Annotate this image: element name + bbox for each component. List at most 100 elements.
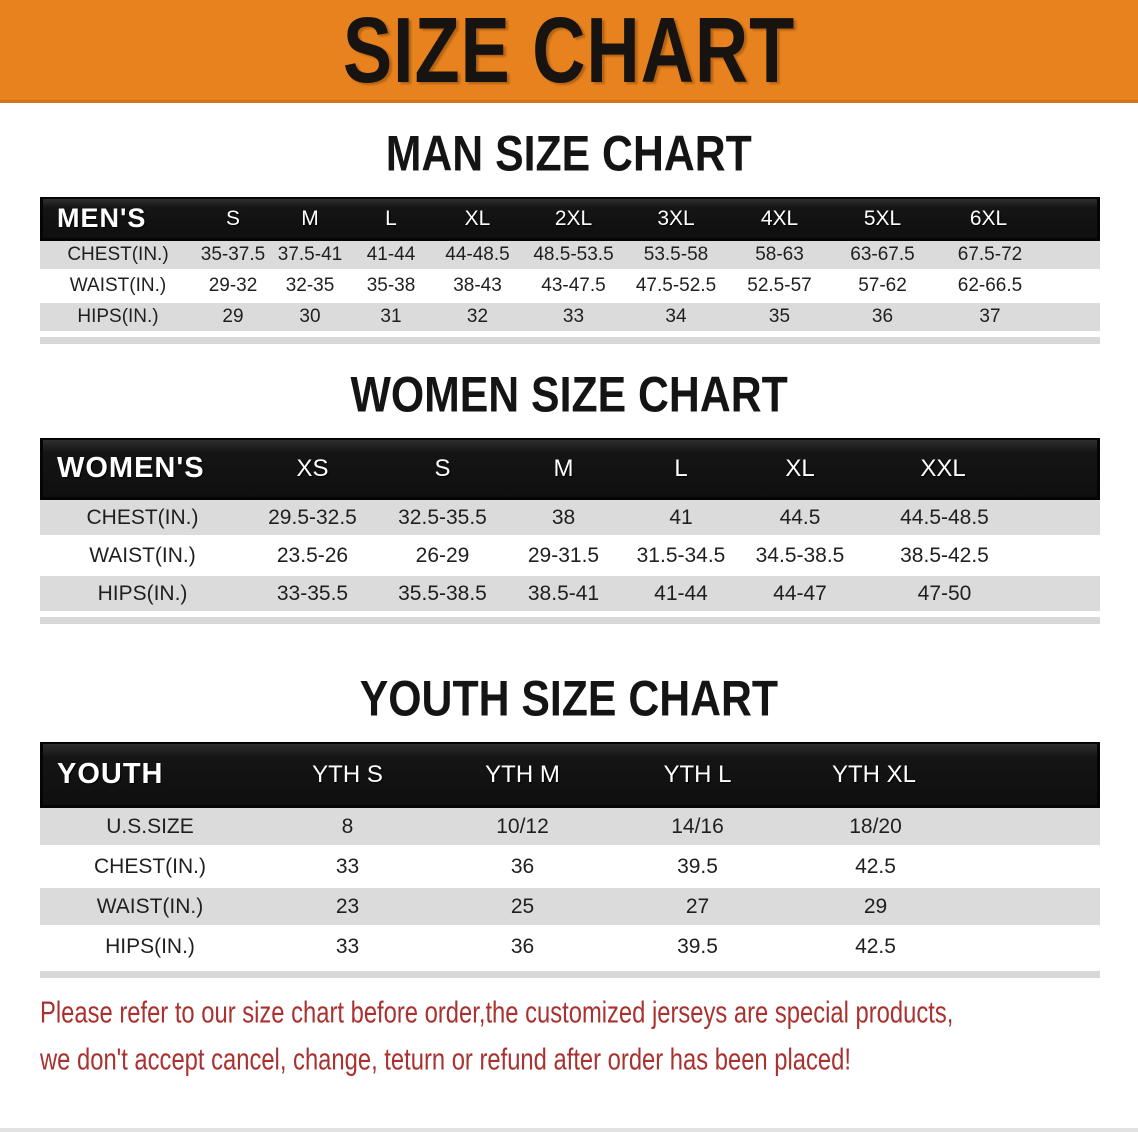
size-cell: 31 bbox=[350, 303, 432, 334]
size-cell: 37 bbox=[934, 303, 1100, 334]
size-cell: 58-63 bbox=[728, 241, 831, 272]
size-cell: 14/16 bbox=[610, 808, 785, 848]
table-row: WAIST(IN.) 23.5-26 26-29 29-31.5 31.5-34… bbox=[40, 538, 1100, 576]
size-cell: 57-62 bbox=[831, 272, 934, 303]
size-cell: 41-44 bbox=[350, 241, 432, 272]
size-cell: 34 bbox=[624, 303, 728, 334]
size-cell: 41 bbox=[622, 500, 740, 538]
size-cell: 32.5-35.5 bbox=[380, 500, 505, 538]
disclaimer: Please refer to our size chart before or… bbox=[40, 992, 1138, 1086]
youth-header-row: YOUTH YTH S YTH M YTH L YTH XL bbox=[40, 742, 1100, 808]
row-label: HIPS(IN.) bbox=[40, 576, 245, 614]
youth-heading: YOUTH SIZE CHART bbox=[0, 669, 1138, 727]
table-row: HIPS(IN.) 29 30 31 32 33 34 35 36 37 bbox=[40, 303, 1100, 334]
size-col-header: M bbox=[505, 438, 622, 500]
size-cell: 35-37.5 bbox=[196, 241, 270, 272]
size-col-header: XXL bbox=[860, 438, 1100, 500]
size-col-header: XS bbox=[245, 438, 380, 500]
youth-section: YOUTH SIZE CHART YOUTH YTH S YTH M YTH L… bbox=[0, 669, 1138, 978]
table-bottom-bar bbox=[40, 617, 1100, 624]
size-cell: 23 bbox=[260, 888, 435, 928]
women-heading-text: WOMEN SIZE CHART bbox=[350, 365, 788, 423]
women-section: WOMEN SIZE CHART WOMEN'S XS S M L XL XXL bbox=[0, 365, 1138, 624]
size-cell: 35-38 bbox=[350, 272, 432, 303]
size-col-header: 4XL bbox=[728, 197, 831, 241]
row-label: WAIST(IN.) bbox=[40, 888, 260, 928]
men-size-table: MEN'S S M L XL 2XL 3XL 4XL 5XL 6XL CHEST… bbox=[40, 197, 1100, 334]
size-cell: 8 bbox=[260, 808, 435, 848]
row-label: HIPS(IN.) bbox=[40, 928, 260, 968]
size-cell: 25 bbox=[435, 888, 610, 928]
page-bottom-edge bbox=[0, 1128, 1138, 1132]
men-heading-text: MAN SIZE CHART bbox=[385, 124, 752, 182]
size-cell: 36 bbox=[435, 848, 610, 888]
size-cell: 39.5 bbox=[610, 928, 785, 968]
size-cell: 30 bbox=[270, 303, 350, 334]
size-cell: 35.5-38.5 bbox=[380, 576, 505, 614]
size-col-header: 2XL bbox=[523, 197, 624, 241]
row-label: WAIST(IN.) bbox=[40, 272, 196, 303]
row-label: U.S.SIZE bbox=[40, 808, 260, 848]
row-label: CHEST(IN.) bbox=[40, 500, 245, 538]
row-label: HIPS(IN.) bbox=[40, 303, 196, 334]
youth-heading-text: YOUTH SIZE CHART bbox=[359, 669, 779, 727]
disclaimer-line-1: Please refer to our size chart before or… bbox=[40, 996, 954, 1030]
row-label: WAIST(IN.) bbox=[40, 538, 245, 576]
table-bottom-bar bbox=[40, 971, 1100, 978]
size-col-header: S bbox=[380, 438, 505, 500]
size-cell: 32 bbox=[432, 303, 523, 334]
size-cell: 47-50 bbox=[860, 576, 1100, 614]
size-cell: 33-35.5 bbox=[245, 576, 380, 614]
women-header-row: WOMEN'S XS S M L XL XXL bbox=[40, 438, 1100, 500]
table-row: WAIST(IN.) 29-32 32-35 35-38 38-43 43-47… bbox=[40, 272, 1100, 303]
size-cell: 44-48.5 bbox=[432, 241, 523, 272]
table-row: CHEST(IN.) 33 36 39.5 42.5 bbox=[40, 848, 1100, 888]
size-cell: 36 bbox=[435, 928, 610, 968]
banner-title: SIZE CHART bbox=[342, 0, 796, 102]
size-cell: 29 bbox=[196, 303, 270, 334]
table-row: U.S.SIZE 8 10/12 14/16 18/20 bbox=[40, 808, 1100, 848]
women-table-label: WOMEN'S bbox=[40, 438, 245, 500]
women-heading: WOMEN SIZE CHART bbox=[0, 365, 1138, 423]
size-col-header: YTH S bbox=[260, 742, 435, 808]
size-cell: 38.5-42.5 bbox=[860, 538, 1100, 576]
size-col-header: L bbox=[350, 197, 432, 241]
size-cell: 42.5 bbox=[785, 928, 1100, 968]
size-col-header: XL bbox=[432, 197, 523, 241]
table-row: WAIST(IN.) 23 25 27 29 bbox=[40, 888, 1100, 928]
size-cell: 29.5-32.5 bbox=[245, 500, 380, 538]
size-cell: 44.5 bbox=[740, 500, 860, 538]
table-bottom-bar bbox=[40, 337, 1100, 344]
size-cell: 47.5-52.5 bbox=[624, 272, 728, 303]
size-cell: 44.5-48.5 bbox=[860, 500, 1100, 538]
size-cell: 52.5-57 bbox=[728, 272, 831, 303]
size-col-header: S bbox=[196, 197, 270, 241]
size-col-header: YTH M bbox=[435, 742, 610, 808]
men-table-label: MEN'S bbox=[40, 197, 196, 241]
size-col-header: YTH XL bbox=[785, 742, 1100, 808]
size-cell: 35 bbox=[728, 303, 831, 334]
size-cell: 63-67.5 bbox=[831, 241, 934, 272]
size-cell: 27 bbox=[610, 888, 785, 928]
size-cell: 29-31.5 bbox=[505, 538, 622, 576]
size-cell: 29 bbox=[785, 888, 1100, 928]
size-cell: 23.5-26 bbox=[245, 538, 380, 576]
table-row: HIPS(IN.) 33-35.5 35.5-38.5 38.5-41 41-4… bbox=[40, 576, 1100, 614]
row-label: CHEST(IN.) bbox=[40, 241, 196, 272]
size-cell: 38-43 bbox=[432, 272, 523, 303]
banner: SIZE CHART bbox=[0, 0, 1138, 103]
size-cell: 31.5-34.5 bbox=[622, 538, 740, 576]
size-cell: 33 bbox=[260, 848, 435, 888]
size-cell: 38 bbox=[505, 500, 622, 538]
size-cell: 37.5-41 bbox=[270, 241, 350, 272]
table-row: CHEST(IN.) 35-37.5 37.5-41 41-44 44-48.5… bbox=[40, 241, 1100, 272]
size-cell: 32-35 bbox=[270, 272, 350, 303]
table-row: CHEST(IN.) 29.5-32.5 32.5-35.5 38 41 44.… bbox=[40, 500, 1100, 538]
women-size-table: WOMEN'S XS S M L XL XXL CHEST(IN.) 29.5-… bbox=[40, 438, 1100, 614]
size-cell: 38.5-41 bbox=[505, 576, 622, 614]
size-cell: 48.5-53.5 bbox=[523, 241, 624, 272]
size-cell: 33 bbox=[523, 303, 624, 334]
size-col-header: YTH L bbox=[610, 742, 785, 808]
size-cell: 10/12 bbox=[435, 808, 610, 848]
